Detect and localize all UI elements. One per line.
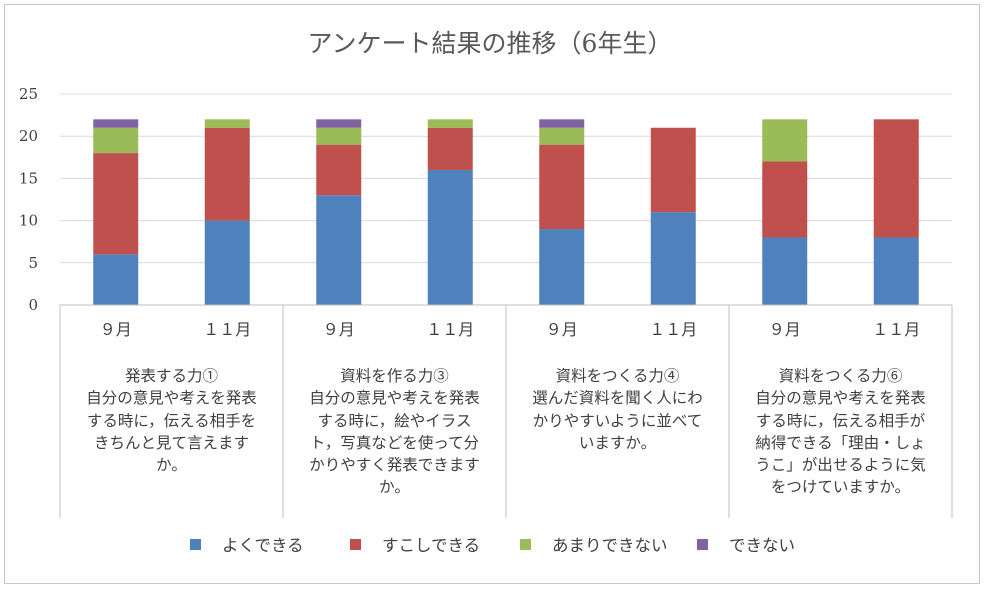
x-axis-month-labels: ９月 １１月 ９月 １１月 ９月 １１月 ９月 １１月 — [100, 320, 921, 339]
x-tick-label: ９月 — [546, 320, 578, 339]
bar-segment — [762, 119, 808, 162]
legend-swatch — [697, 539, 708, 550]
group-label-line: をつけていますか。 — [770, 478, 911, 497]
bar-segment — [762, 161, 808, 238]
bar-segment — [93, 119, 139, 128]
bar-segment — [650, 212, 696, 305]
x-tick-label: １１月 — [203, 320, 251, 339]
group-label-line: 自分の意見や考えを発表 — [755, 389, 926, 408]
legend-label: あまりできない — [552, 536, 668, 555]
group-label-line: 選んだ資料を聞く人にわ — [532, 389, 703, 408]
y-axis-ticks: 0 5 10 15 20 25 — [19, 85, 38, 314]
bar-segment — [873, 119, 919, 238]
bar-segment — [427, 169, 473, 305]
group-label: 資料を作る力③ 自分の意見や考えを発表 する時に，絵やイラス ト，写真などを使って分か… — [285, 365, 504, 499]
bar-segment — [316, 195, 362, 305]
group-label-line: かりやすく発表できます — [309, 456, 480, 475]
group-label-line: か。 — [379, 478, 410, 497]
x-tick-label: １１月 — [872, 320, 920, 339]
group-label-line: うこ」が出せるように気 — [755, 456, 926, 475]
bar-segment — [650, 127, 696, 213]
bars — [93, 119, 919, 305]
x-tick-label: １１月 — [649, 320, 697, 339]
y-tick-label: 25 — [19, 85, 38, 103]
bar-segment — [316, 119, 362, 128]
y-tick-label: 15 — [19, 169, 38, 187]
bar-segment — [204, 127, 250, 221]
group-label-line: する時に，絵やイラス — [317, 411, 472, 430]
legend-swatch — [190, 539, 201, 550]
y-tick-label: 5 — [28, 254, 38, 272]
group-label-line: きちんと見て言えます — [93, 433, 249, 452]
group-label-line: 自分の意見や考えを発表 — [309, 389, 480, 408]
group-label: 資料をつくる力④ 選んだ資料を聞く人にわ かりやすいように並べて いますか。 — [508, 365, 727, 454]
group-label-line: する時に，伝える相手が — [755, 411, 926, 430]
x-tick-label: ９月 — [100, 320, 132, 339]
group-label-line: いますか。 — [578, 433, 657, 452]
legend-label: すこしできる — [382, 536, 480, 555]
y-tick-label: 10 — [19, 212, 38, 230]
legend-swatch — [520, 539, 531, 550]
bar-segment — [539, 119, 585, 128]
y-tick-label: 0 — [28, 296, 38, 314]
bar-segment — [316, 144, 362, 196]
x-tick-label: １１月 — [426, 320, 474, 339]
legend-label: できない — [729, 536, 795, 555]
bar-segment — [762, 237, 808, 305]
bar-segment — [93, 153, 139, 255]
group-label: 資料をつくる力⑥ 自分の意見や考えを発表 する時に，伝える相手が 納得できる「理由・し… — [731, 365, 950, 499]
group-label-line: 資料を作る力③ — [340, 367, 449, 385]
bar-segment — [93, 254, 139, 305]
bar-segment — [427, 127, 473, 170]
group-label-line: する時に，伝える相手を — [86, 411, 257, 430]
group-label-line: か。 — [156, 456, 187, 475]
chart-frame — [4, 4, 980, 584]
chart-title: アンケート結果の推移（6年生） — [308, 29, 673, 58]
group-label-line: かりやすいように並べて — [532, 411, 703, 430]
legend-label: よくできる — [222, 536, 304, 555]
bar-segment — [204, 220, 250, 305]
bar-segment — [539, 144, 585, 230]
gridlines — [60, 93, 952, 264]
legend-swatch — [350, 539, 361, 550]
legend: よくできる すこしできる あまりできない できない — [190, 536, 795, 555]
group-label-line: 発表する力① — [124, 367, 218, 385]
x-axis — [59, 304, 953, 518]
bar-segment — [873, 237, 919, 305]
group-label-line: 資料をつくる力④ — [555, 367, 680, 385]
group-label: 発表する力① 自分の意見や考えを発表 する時に，伝える相手を きちんと見て言えます か。 — [62, 365, 281, 476]
bar-segment — [93, 127, 139, 154]
bar-segment — [204, 119, 250, 128]
bar-segment — [427, 119, 473, 128]
x-tick-label: ９月 — [323, 320, 355, 339]
y-tick-label: 20 — [19, 127, 38, 145]
group-label-line: 資料をつくる力⑥ — [778, 367, 903, 385]
group-label-line: 自分の意見や考えを発表 — [86, 389, 257, 408]
group-label-line: ト，写真などを使って分 — [309, 433, 480, 452]
x-tick-label: ９月 — [769, 320, 801, 339]
bar-segment — [539, 127, 585, 145]
group-label-line: 納得できる「理由・しょ — [755, 433, 926, 452]
bar-segment — [539, 229, 585, 305]
bar-segment — [316, 127, 362, 145]
